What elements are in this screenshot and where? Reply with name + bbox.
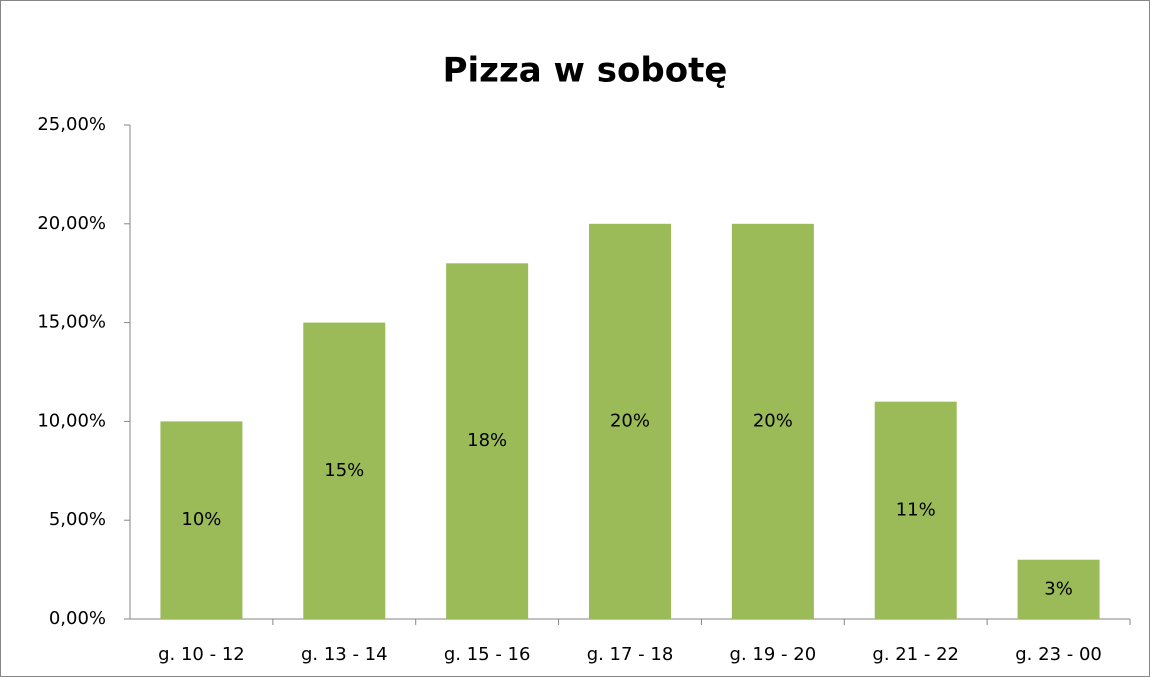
data-label: 10% — [181, 509, 221, 530]
y-tick-label: 20,00% — [37, 213, 106, 234]
data-label: 11% — [896, 499, 936, 520]
x-tick-label: g. 23 - 00 — [1015, 644, 1102, 665]
y-tick-label: 5,00% — [49, 509, 106, 530]
x-tick-label: g. 15 - 16 — [444, 644, 531, 665]
x-tick-label: g. 10 - 12 — [158, 644, 245, 665]
x-tick-label: g. 19 - 20 — [730, 644, 817, 665]
x-tick-label: g. 17 - 18 — [587, 644, 674, 665]
x-tick-label: g. 13 - 14 — [301, 644, 388, 665]
bar — [731, 223, 814, 620]
data-label: 15% — [324, 460, 364, 481]
chart-title: Pizza w sobotę — [443, 51, 728, 91]
data-label: 18% — [467, 430, 507, 451]
data-label: 3% — [1044, 578, 1073, 599]
x-tick-label: g. 21 - 22 — [872, 644, 959, 665]
bar — [446, 263, 529, 619]
y-tick-label: 15,00% — [37, 312, 106, 333]
data-label: 20% — [753, 410, 793, 431]
y-tick-label: 10,00% — [37, 410, 106, 431]
bar — [303, 322, 386, 619]
bar — [1017, 559, 1100, 619]
y-tick-label: 0,00% — [49, 608, 106, 629]
y-tick-label: 25,00% — [37, 114, 106, 135]
bar — [589, 223, 671, 620]
data-label: 20% — [610, 410, 650, 431]
bar — [874, 401, 957, 619]
bar — [160, 421, 243, 619]
